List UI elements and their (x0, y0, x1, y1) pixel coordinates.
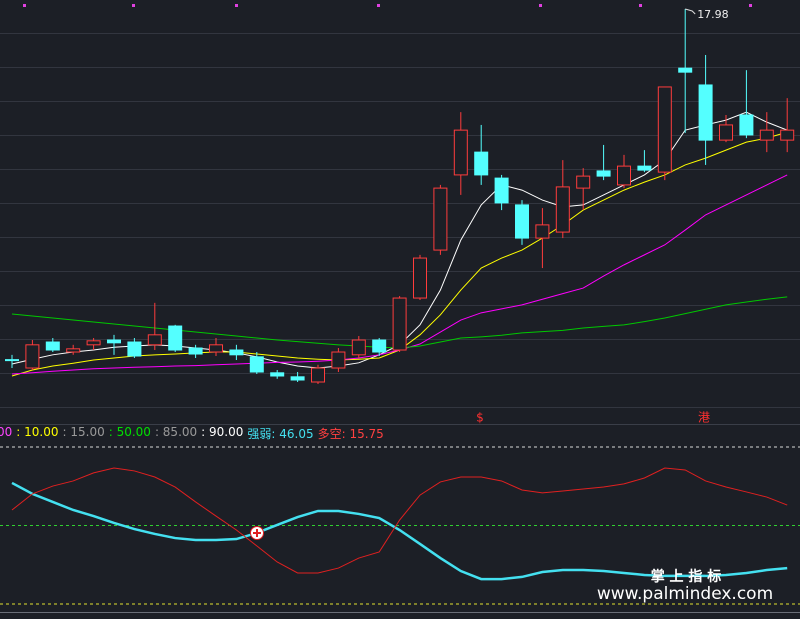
candle-body (413, 257, 427, 299)
candle-body (5, 359, 19, 362)
candle-body (229, 349, 244, 356)
candle-body (698, 84, 713, 141)
candle-body (290, 376, 305, 381)
legend-entry: 强弱: 46.05 (247, 427, 314, 441)
indicator-line (11, 481, 788, 581)
candle-body (617, 165, 631, 186)
legend-entry: 00 (0, 425, 13, 439)
max-label: 17.98 (697, 8, 729, 21)
candle-body (535, 224, 550, 239)
candle-body (209, 344, 223, 353)
candle-body (657, 86, 672, 173)
legend-entry: : 10.00 (16, 425, 59, 439)
candle-body (719, 124, 733, 141)
indicator-panel (0, 446, 800, 605)
candle-body (311, 367, 325, 383)
annotation: 港 (698, 411, 710, 425)
legend-entry: : 90.00 (201, 425, 244, 439)
candle-body (168, 325, 183, 351)
annotation: $ (476, 411, 484, 425)
watermark-title: 掌 上 指 标 (651, 568, 722, 585)
candle-body (494, 177, 509, 204)
top-markers (23, 4, 752, 7)
candle-body (678, 67, 693, 73)
candle-body (474, 151, 489, 176)
candle-body (107, 339, 121, 344)
candle-body (576, 175, 591, 189)
price-panel: 17.98 (5, 8, 795, 384)
candle-body (351, 339, 366, 356)
candle-body (66, 348, 81, 353)
candle-body (392, 297, 407, 351)
candle-body (45, 341, 60, 351)
candle-body (372, 339, 387, 353)
indicator-legend: 00: 10.00: 15.00: 50.00: 85.00: 90.00 强弱:… (0, 425, 384, 441)
candle-body (433, 187, 448, 251)
candle-body (249, 356, 264, 373)
candle-body (515, 204, 529, 239)
candle-body (25, 344, 40, 369)
legend-entry: : 50.00 (108, 425, 151, 439)
candle-body (739, 114, 754, 136)
legend-entry: 多空: 15.75 (317, 427, 384, 441)
candle-body (270, 372, 285, 377)
candle-body (637, 165, 652, 171)
candle-body (127, 341, 142, 357)
candle-body (331, 351, 346, 369)
legend-entry: : 15.00 (62, 425, 105, 439)
max-pointer (685, 8, 696, 15)
candle-body (86, 340, 101, 346)
legend-entry: : 85.00 (154, 425, 198, 439)
candle-body (759, 129, 774, 141)
candle-body (780, 129, 795, 141)
candle-body (147, 334, 162, 346)
watermark-url: www.palmindex.com (597, 584, 773, 604)
indicator-line (11, 467, 788, 574)
candle-body (453, 129, 468, 176)
candle-body (555, 186, 570, 233)
candle-body (188, 347, 203, 355)
candle-body (596, 170, 611, 177)
cross-marker (250, 526, 264, 540)
